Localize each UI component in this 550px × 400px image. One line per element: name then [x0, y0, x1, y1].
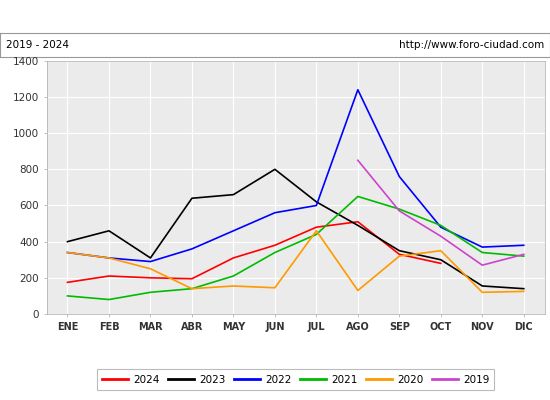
- Legend: 2024, 2023, 2022, 2021, 2020, 2019: 2024, 2023, 2022, 2021, 2020, 2019: [97, 369, 494, 390]
- Text: Evolucion Nº Turistas Nacionales en el municipio de Moraleja de Matacabras: Evolucion Nº Turistas Nacionales en el m…: [50, 10, 501, 23]
- Text: http://www.foro-ciudad.com: http://www.foro-ciudad.com: [399, 40, 544, 50]
- Text: 2019 - 2024: 2019 - 2024: [6, 40, 69, 50]
